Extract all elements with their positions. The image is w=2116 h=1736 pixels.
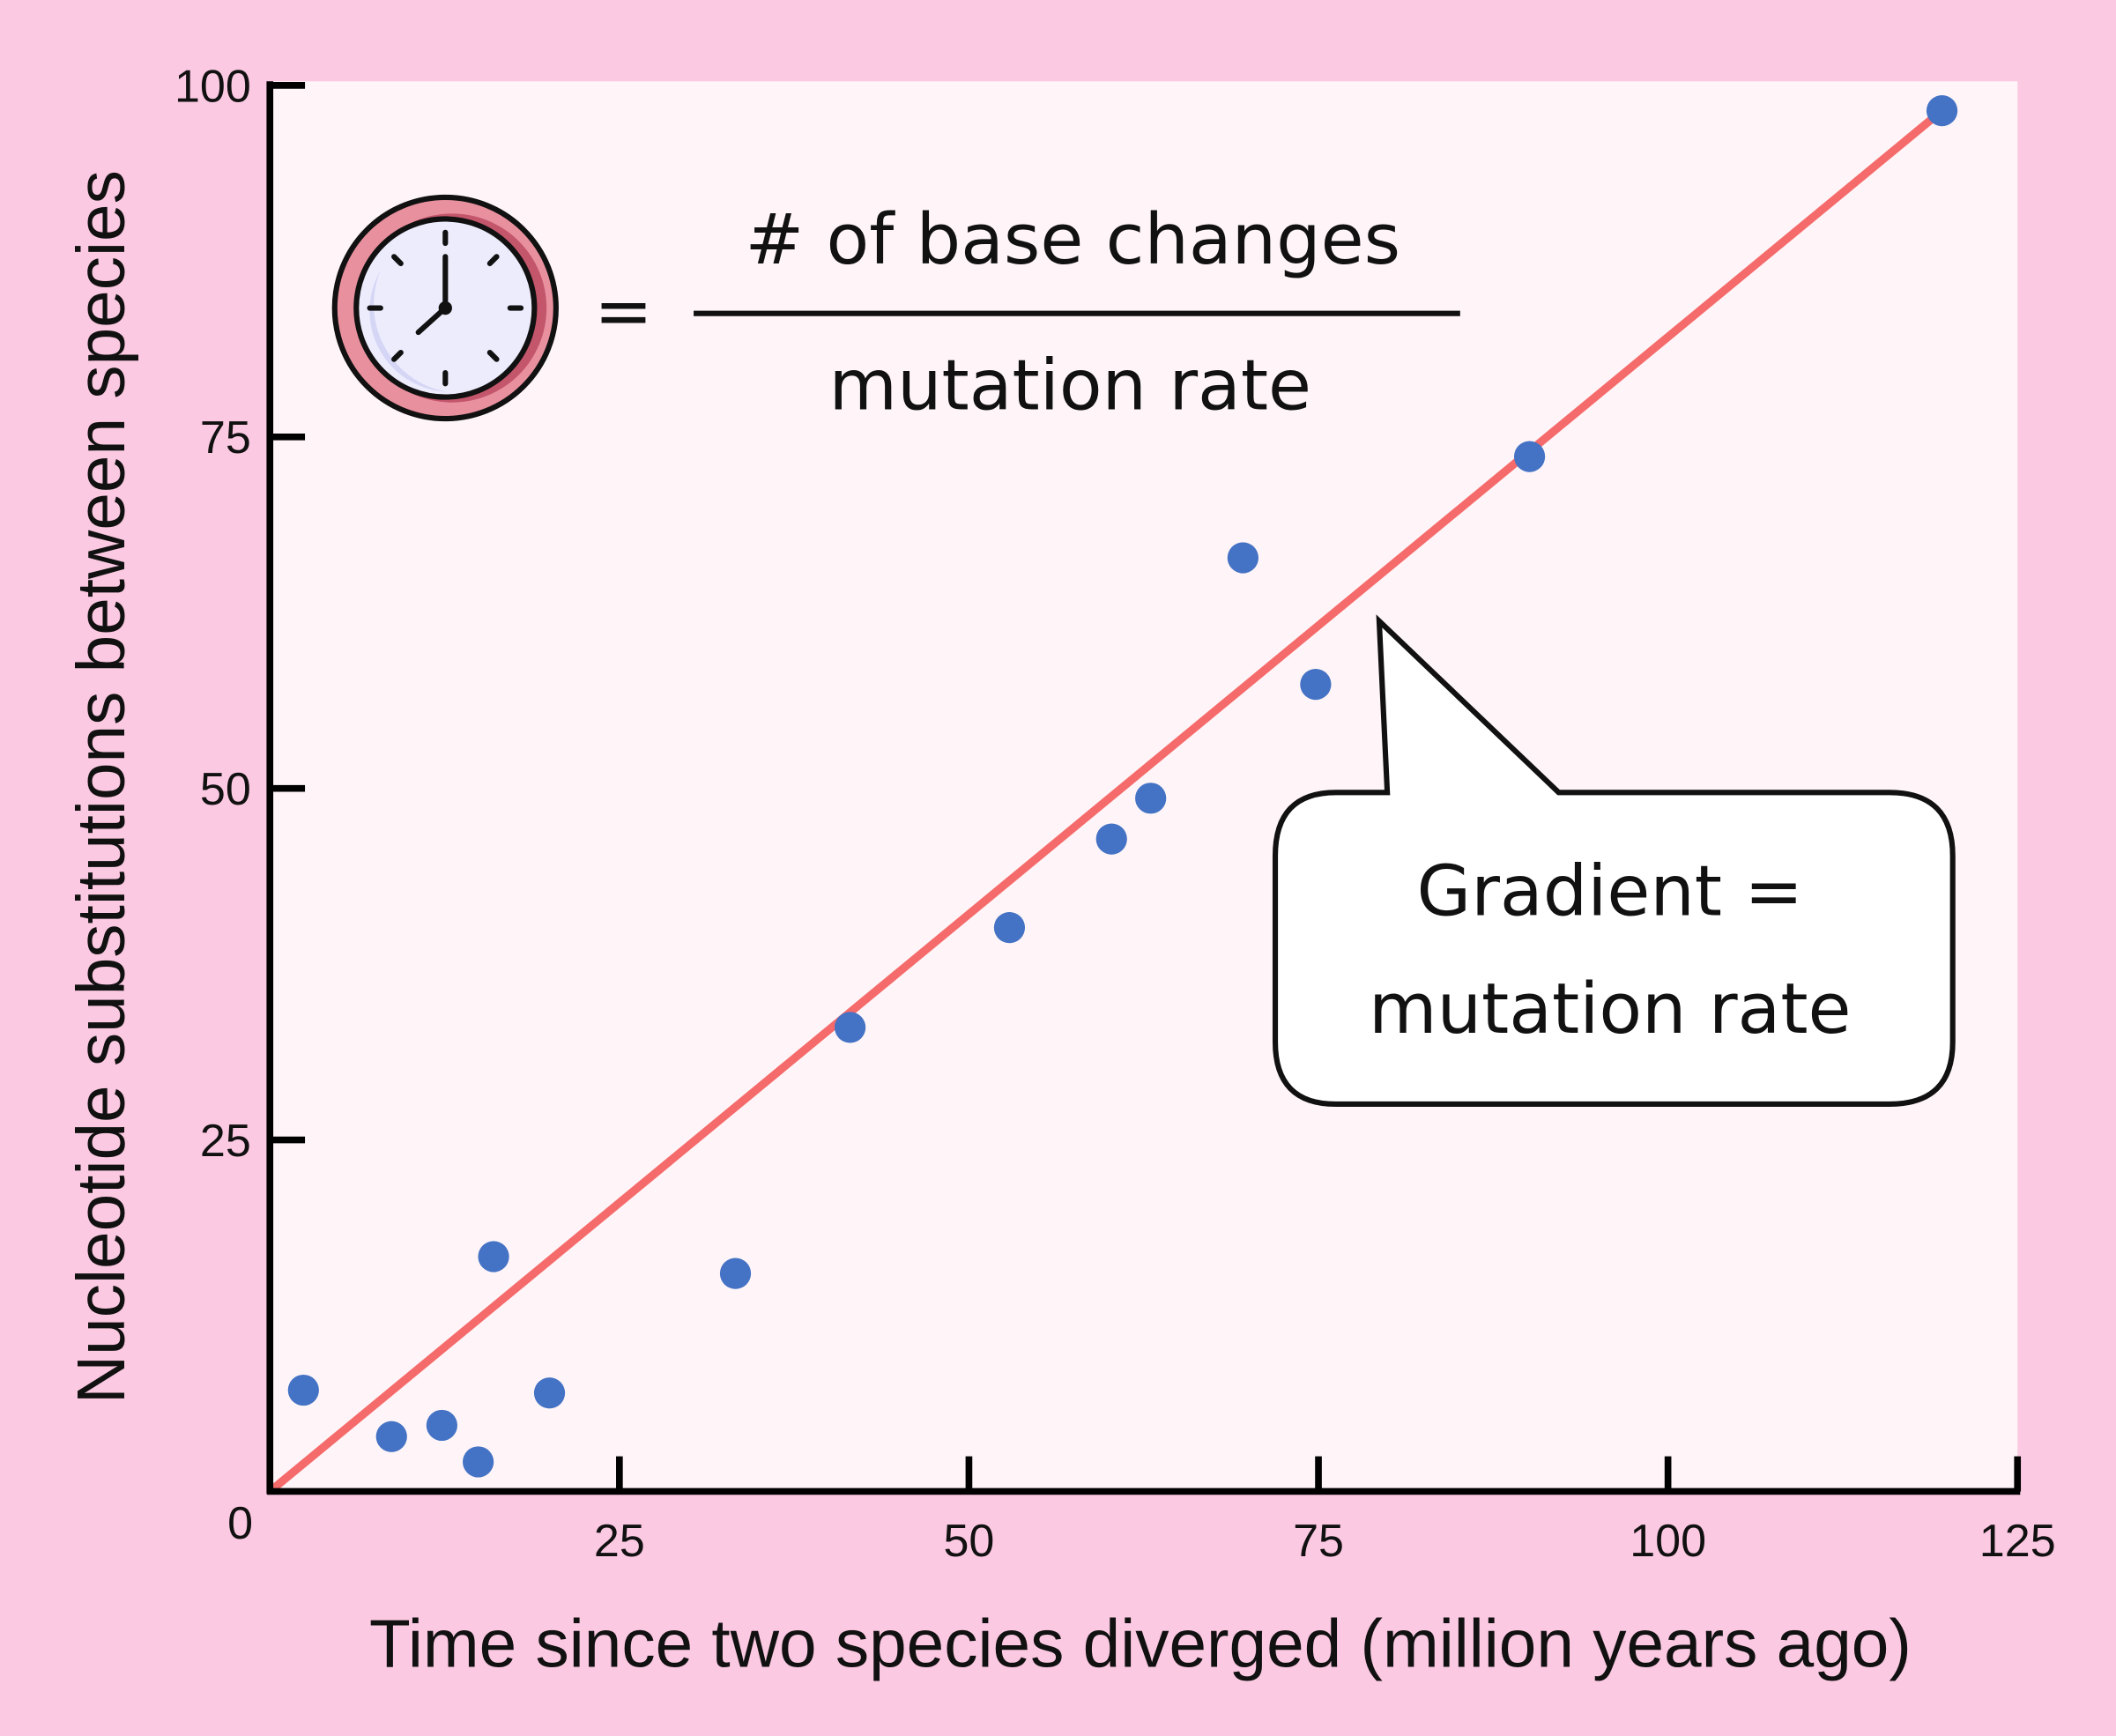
data-point bbox=[375, 1421, 407, 1452]
data-point bbox=[993, 912, 1026, 944]
callout-bubble bbox=[1272, 614, 1956, 1108]
x-tick-label: 25 bbox=[594, 1516, 645, 1567]
data-point bbox=[1513, 441, 1546, 472]
data-point bbox=[1300, 668, 1332, 701]
data-point bbox=[287, 1374, 319, 1406]
formula-numerator: # of base changes bbox=[746, 198, 1401, 280]
data-point bbox=[1135, 783, 1167, 814]
x-tick-label: 50 bbox=[943, 1516, 994, 1567]
x-tick-label: 0 bbox=[227, 1498, 253, 1549]
data-point bbox=[1095, 823, 1127, 855]
x-axis-label: Time since two species diverged (million… bbox=[369, 1607, 1912, 1682]
data-point bbox=[719, 1257, 752, 1289]
formula-equals: = bbox=[594, 270, 653, 352]
callout-line2: mutation rate bbox=[1369, 968, 1852, 1050]
x-tick-label: 100 bbox=[1630, 1516, 1706, 1567]
data-point bbox=[834, 1012, 866, 1043]
y-tick-label: 50 bbox=[200, 764, 251, 815]
data-point bbox=[426, 1409, 457, 1442]
data-point bbox=[1227, 542, 1258, 574]
data-point bbox=[533, 1377, 566, 1409]
trend-line bbox=[267, 108, 1945, 1495]
data-point bbox=[1926, 94, 1958, 127]
x-tick-label: 125 bbox=[1979, 1516, 2056, 1567]
y-tick-label: 100 bbox=[174, 61, 251, 112]
y-tick-label: 75 bbox=[200, 412, 251, 464]
x-tick-label: 75 bbox=[1293, 1516, 1344, 1567]
data-point bbox=[463, 1446, 494, 1478]
data-point bbox=[478, 1241, 509, 1272]
y-axis-label: Nucleotide substitutions between species bbox=[64, 170, 139, 1404]
formula-denominator: mutation rate bbox=[829, 344, 1312, 426]
y-tick-label: 25 bbox=[200, 1116, 251, 1167]
clock-icon bbox=[331, 194, 559, 422]
callout-line1: Gradient = bbox=[1417, 850, 1804, 932]
